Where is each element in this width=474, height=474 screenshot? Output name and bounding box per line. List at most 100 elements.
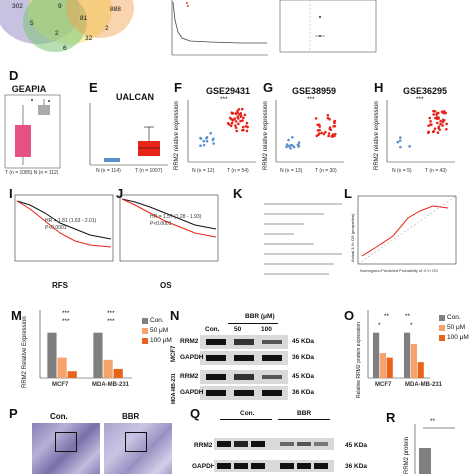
panel-m-legend-swatch-3 xyxy=(142,338,148,344)
tumor-point xyxy=(440,110,444,114)
tumor-point xyxy=(244,124,248,128)
tumor-point xyxy=(318,132,321,135)
panel-n-lane-3: 100 xyxy=(261,326,272,333)
panel-l-xlabel: Nomogram-Predicted Probability of 3-Yr O… xyxy=(360,268,438,273)
bar-mcf7-2 xyxy=(386,357,393,378)
tumor-point xyxy=(327,132,331,135)
panel-m-legend-3: 100 μM xyxy=(150,337,172,344)
bar-mda-mb-231-2 xyxy=(113,368,123,378)
panel-n-lane-1: Con. xyxy=(205,326,220,333)
normal-point xyxy=(205,139,209,143)
panel-o-cat-1: MCF7 xyxy=(375,382,392,388)
panel-j-hr: HR = 1.57 (1.28 - 1.93) xyxy=(150,214,202,220)
panel-label-k: K xyxy=(233,186,243,201)
panel-label-d: D xyxy=(9,68,19,83)
panel-g-x-t: T (n = 30) xyxy=(315,168,337,174)
panel-e-x-t: T (n = 1097) xyxy=(135,168,163,174)
panel-q-con-line xyxy=(220,419,272,420)
normal-point xyxy=(202,139,206,143)
panel-n-row1-band: RRM2 xyxy=(180,338,199,345)
panel-f-ylabel: RRM2 relative expression xyxy=(174,101,180,170)
panel-label-g: G xyxy=(263,80,274,95)
ihc-bbr-zoom-box xyxy=(125,432,147,452)
panel-o-ylabel: Relative RRM2 protein expression xyxy=(356,322,362,398)
tumor-point xyxy=(326,113,330,117)
tumor-point xyxy=(435,113,438,116)
panel-n-cell-mda: MDA-MB-231 xyxy=(171,373,177,404)
tumor-point xyxy=(318,125,322,128)
panel-n-row4-kda: 36 KDa xyxy=(292,389,315,396)
panel-label-h: H xyxy=(374,80,384,95)
tumor-point xyxy=(239,115,243,118)
tumor-point xyxy=(439,122,442,126)
tumor-point xyxy=(433,127,437,130)
tumor-point xyxy=(235,129,239,133)
panel-n-bbr: BBR (μM) xyxy=(245,313,275,320)
panel-q-kda2: 36 KDa xyxy=(345,463,368,470)
tumor-point xyxy=(328,117,331,121)
panel-g-sig: *** xyxy=(307,96,315,103)
tumor-point xyxy=(238,113,241,116)
panel-r-ylabel: RRM2 protein xyxy=(404,436,410,474)
panel-label-p: P xyxy=(9,406,18,421)
normal-point xyxy=(396,140,400,144)
tumor-point xyxy=(432,109,435,113)
panel-r-sig: ** xyxy=(430,418,436,425)
panel-h-scatter xyxy=(386,100,455,163)
bar-mcf7-0 xyxy=(372,332,380,378)
panel-h-ylabel: RRM2 relative expression xyxy=(374,101,380,170)
panel-h-sig: *** xyxy=(416,96,424,103)
tumor-point xyxy=(429,119,432,123)
panel-p-con: Con. xyxy=(50,412,68,421)
panel-label-e: E xyxy=(89,80,98,95)
tumor-point xyxy=(234,112,238,115)
blot-q-bands xyxy=(214,438,334,472)
tumor-point xyxy=(228,116,232,120)
panel-q-rrm2: RRM2 xyxy=(194,442,213,449)
panel-f-x-t: T (n = 54) xyxy=(227,168,249,174)
panel-o-legend-1: Con. xyxy=(447,314,461,321)
tumor-point xyxy=(427,124,430,128)
tumor-point xyxy=(428,116,432,120)
panel-q-con: Con. xyxy=(240,410,255,417)
panel-o-legend-swatch-3 xyxy=(439,335,445,341)
panel-d-boxplot xyxy=(4,94,61,169)
panel-label-j: J xyxy=(116,186,124,201)
normal-point xyxy=(212,137,215,141)
panel-d-xlabel: T (n = 1085) N (n = 112) xyxy=(5,170,59,176)
panel-n-row4-band: GAPDH xyxy=(180,389,204,396)
bar-mda-mb-231-1 xyxy=(410,344,417,378)
tumor-point xyxy=(230,112,234,115)
panel-m-cat-2: MDA-MB-231 xyxy=(92,382,130,388)
panel-n-row2-kda: 36 KDa xyxy=(292,354,315,361)
panel-g-scatter xyxy=(275,100,344,163)
bar-mda-mb-231-1 xyxy=(103,359,113,378)
tumor-point xyxy=(241,119,244,122)
venn-value-4: 81 xyxy=(80,15,88,22)
panel-m-sig-3: *** xyxy=(107,310,115,317)
tumor-point xyxy=(245,129,249,133)
tumor-point xyxy=(241,125,245,129)
panel-label-q: Q xyxy=(190,406,201,421)
panel-o-sig-3: ** xyxy=(405,313,411,320)
tumor-point xyxy=(239,119,242,123)
panel-g-x-n: N (n = 13) xyxy=(280,168,303,174)
panel-m-bar-chart xyxy=(39,310,132,379)
normal-point xyxy=(398,139,402,142)
panel-n-lane-2: 50 xyxy=(234,326,242,333)
venn-value-3: 888 xyxy=(110,6,121,13)
panel-e-x-n: N (n = 114) xyxy=(96,168,121,174)
panel-m-legend-2: 50 μM xyxy=(150,327,169,334)
panel-m-sig-1: *** xyxy=(62,310,70,317)
panel-o-cat-2: MDA-MB-231 xyxy=(405,382,443,388)
venn-value-6: 2 xyxy=(55,30,59,37)
panel-p-bbr: BBR xyxy=(122,412,140,421)
normal-point xyxy=(292,145,296,149)
panel-label-l: L xyxy=(344,186,352,201)
blot-n-bands xyxy=(206,339,282,396)
tumor-point xyxy=(234,124,237,127)
panel-n-row3-band: RRM2 xyxy=(180,373,199,380)
tumor-point xyxy=(333,121,336,125)
tumor-point xyxy=(443,119,446,122)
bar-mcf7-0 xyxy=(47,332,57,378)
